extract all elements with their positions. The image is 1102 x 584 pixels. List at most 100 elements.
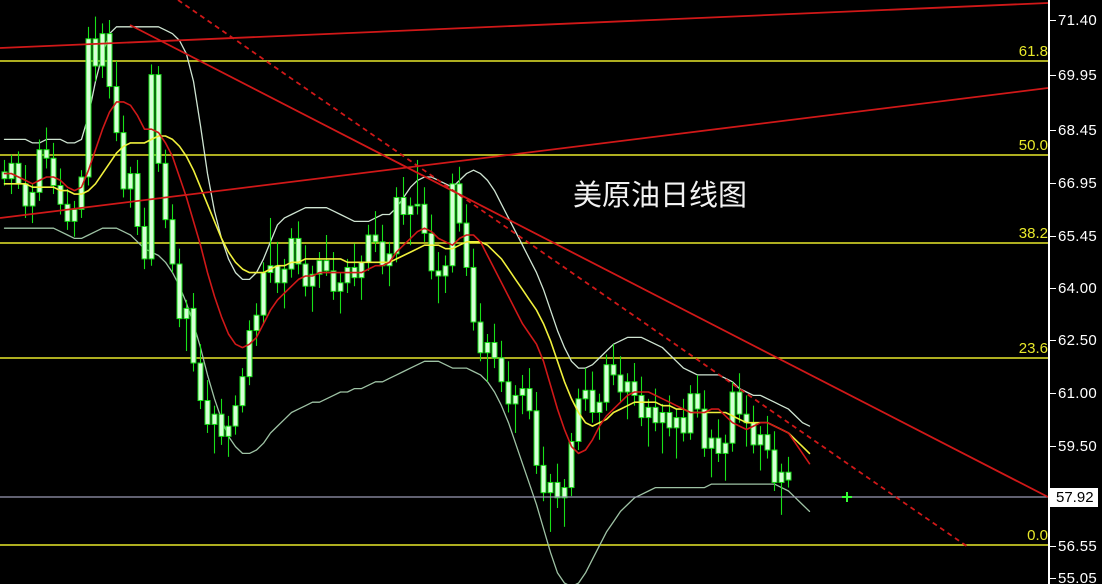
candle-body xyxy=(400,196,407,216)
trendline-descending-solid[interactable] xyxy=(129,24,1048,498)
candle-body xyxy=(617,374,624,393)
candle-body xyxy=(295,237,302,265)
candle-body xyxy=(708,437,715,449)
candle-body xyxy=(190,307,197,364)
candle-body xyxy=(477,321,484,354)
fib-level-label-38.2: 38.2 xyxy=(1018,225,1048,242)
candle-body xyxy=(610,364,617,376)
candle-body xyxy=(197,362,204,402)
candle-body xyxy=(764,434,771,451)
price-axis[interactable]: 71.40 69.95 68.45 66.95 65.45 64.00 62.50 61.00… xyxy=(1019,0,1102,584)
fib-level-label-0.0: 0.0 xyxy=(1027,527,1048,544)
trendline-ascending-upper[interactable] xyxy=(0,2,1048,49)
candle-body xyxy=(456,183,463,224)
candle-body xyxy=(736,391,743,415)
candle-body xyxy=(225,425,232,437)
candle-body xyxy=(659,411,666,424)
price-tick-label: 69.95 xyxy=(1058,67,1098,84)
candle-body xyxy=(414,203,421,207)
candle-body xyxy=(533,410,540,466)
current-price-tag: 57.92 xyxy=(1050,488,1098,507)
candle-body xyxy=(596,401,603,413)
candle-body xyxy=(449,183,456,267)
candle-body xyxy=(638,394,645,419)
candle-body xyxy=(183,307,190,320)
price-tick-label: 64.00 xyxy=(1058,280,1098,297)
candle-body xyxy=(127,173,134,190)
price-tick xyxy=(1050,578,1056,579)
candle-body xyxy=(22,183,29,207)
candle-body xyxy=(239,376,246,407)
candle-body xyxy=(169,219,176,265)
bollinger-upper-band xyxy=(3,26,811,427)
price-tick-label: 56.55 xyxy=(1058,538,1098,555)
price-tick-label: 68.45 xyxy=(1058,122,1098,139)
candle-body xyxy=(701,408,708,449)
candle-body xyxy=(645,406,652,419)
price-tick xyxy=(1050,340,1056,341)
candle-body xyxy=(666,411,673,429)
chart-canvas xyxy=(0,0,1048,584)
candle-body xyxy=(141,225,148,260)
candle-body xyxy=(589,389,596,413)
candle-body xyxy=(372,234,379,243)
candle-body xyxy=(785,471,792,481)
candle-body xyxy=(218,413,225,437)
candle-body xyxy=(120,132,127,190)
candle-body xyxy=(757,434,764,446)
candle-body xyxy=(148,74,155,260)
price-tick xyxy=(1050,130,1056,131)
candle-body xyxy=(603,364,610,403)
candle-body xyxy=(36,149,43,193)
candle-body xyxy=(337,282,344,292)
price-tick xyxy=(1050,446,1056,447)
candle-body xyxy=(43,149,50,159)
candle-body xyxy=(512,394,519,405)
candle-body xyxy=(498,357,505,383)
candle-body xyxy=(1,171,8,180)
candle-body xyxy=(393,196,400,255)
candle-body xyxy=(470,266,477,323)
candle-body xyxy=(176,263,183,320)
candle-body xyxy=(281,268,288,284)
candle-body xyxy=(561,487,568,499)
candle-body xyxy=(162,162,169,221)
chart-plot-area[interactable] xyxy=(0,0,1048,584)
candle-body xyxy=(71,208,78,222)
candle-body xyxy=(554,481,561,499)
candle-body xyxy=(568,440,575,489)
candle-body xyxy=(29,191,36,207)
candle-body xyxy=(253,314,260,332)
trendline-descending-dashed[interactable] xyxy=(177,0,969,548)
price-tick-label: 62.50 xyxy=(1058,332,1098,349)
candle-body xyxy=(15,162,22,185)
candle-body xyxy=(365,234,372,263)
candle-body xyxy=(442,265,449,277)
candle-body xyxy=(204,400,211,425)
candle-body xyxy=(694,393,701,410)
price-tick-label: 59.50 xyxy=(1058,438,1098,455)
fib-level-label-23.6: 23.6 xyxy=(1018,340,1048,357)
fib-level-label-61.8: 61.8 xyxy=(1018,43,1048,60)
candle-body xyxy=(407,205,414,216)
price-tick-label: 66.95 xyxy=(1058,175,1098,192)
candlestick-series xyxy=(1,16,792,532)
trendline-ascending-lower[interactable] xyxy=(0,87,1048,219)
candle-body xyxy=(575,398,582,442)
ma-short-line xyxy=(3,101,811,465)
ma-long-line xyxy=(3,135,811,455)
price-tick-label: 61.00 xyxy=(1058,385,1098,402)
candle-body xyxy=(106,33,113,88)
candle-body xyxy=(274,265,281,284)
candle-body xyxy=(673,417,680,429)
candle-body xyxy=(316,260,323,275)
candle-body xyxy=(309,273,316,287)
candle-body xyxy=(715,437,722,454)
candle-body xyxy=(358,261,365,279)
candle-body xyxy=(687,393,694,434)
candle-body xyxy=(288,237,295,270)
candle-body xyxy=(302,263,309,287)
price-tick xyxy=(1050,75,1056,76)
price-tick xyxy=(1050,183,1056,184)
candle-body xyxy=(428,232,435,272)
